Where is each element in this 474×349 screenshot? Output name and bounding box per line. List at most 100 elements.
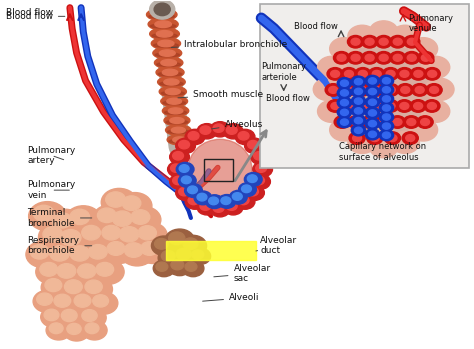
Circle shape — [383, 132, 391, 138]
Circle shape — [54, 294, 71, 307]
Circle shape — [428, 103, 437, 110]
Circle shape — [107, 242, 125, 255]
Circle shape — [150, 0, 175, 19]
Circle shape — [390, 116, 406, 128]
Circle shape — [60, 230, 81, 246]
Circle shape — [118, 193, 152, 219]
Ellipse shape — [156, 62, 181, 66]
Circle shape — [400, 103, 409, 110]
Ellipse shape — [161, 91, 184, 95]
Ellipse shape — [158, 76, 185, 88]
Circle shape — [245, 172, 262, 186]
Ellipse shape — [158, 40, 174, 47]
Circle shape — [165, 229, 194, 252]
Circle shape — [393, 38, 402, 45]
Circle shape — [337, 77, 352, 89]
Circle shape — [355, 68, 371, 80]
Circle shape — [337, 87, 352, 98]
Circle shape — [53, 260, 87, 287]
Circle shape — [365, 129, 380, 140]
Circle shape — [365, 54, 374, 61]
Circle shape — [348, 25, 376, 47]
Circle shape — [168, 258, 191, 276]
Circle shape — [365, 119, 374, 126]
Circle shape — [424, 68, 440, 80]
Circle shape — [401, 87, 410, 94]
Circle shape — [368, 84, 384, 96]
Circle shape — [183, 238, 198, 250]
Circle shape — [362, 36, 378, 48]
Circle shape — [351, 76, 365, 87]
Circle shape — [347, 52, 364, 64]
Circle shape — [171, 164, 182, 172]
Circle shape — [197, 193, 207, 201]
Circle shape — [341, 100, 357, 112]
Text: Pulmonary
artery: Pulmonary artery — [27, 146, 75, 165]
Circle shape — [221, 197, 231, 205]
Circle shape — [65, 206, 101, 233]
Circle shape — [358, 103, 367, 110]
Ellipse shape — [158, 72, 182, 76]
Circle shape — [368, 88, 376, 95]
Circle shape — [179, 187, 190, 196]
Circle shape — [338, 119, 346, 126]
Circle shape — [415, 87, 424, 94]
Circle shape — [206, 195, 223, 209]
Circle shape — [340, 99, 348, 106]
Circle shape — [414, 70, 423, 77]
Circle shape — [313, 78, 342, 101]
Circle shape — [52, 213, 72, 228]
Circle shape — [251, 149, 270, 165]
Circle shape — [351, 86, 365, 97]
Circle shape — [242, 185, 251, 193]
Circle shape — [58, 306, 86, 329]
Circle shape — [329, 87, 337, 94]
Circle shape — [368, 120, 376, 127]
Circle shape — [368, 110, 376, 116]
Circle shape — [379, 119, 388, 126]
Circle shape — [372, 70, 381, 77]
Circle shape — [200, 202, 211, 210]
Circle shape — [337, 97, 352, 108]
Circle shape — [330, 38, 358, 60]
Circle shape — [200, 126, 211, 134]
Circle shape — [247, 187, 258, 196]
Circle shape — [122, 196, 141, 210]
Circle shape — [89, 245, 107, 259]
Circle shape — [238, 183, 256, 196]
Circle shape — [85, 280, 102, 294]
Ellipse shape — [151, 38, 181, 49]
Circle shape — [158, 248, 183, 268]
Circle shape — [50, 291, 81, 315]
Circle shape — [365, 107, 380, 119]
Ellipse shape — [146, 8, 177, 21]
Circle shape — [372, 103, 381, 110]
Ellipse shape — [154, 43, 178, 47]
Circle shape — [154, 3, 170, 16]
Circle shape — [355, 127, 363, 133]
Circle shape — [357, 87, 366, 94]
Circle shape — [318, 56, 346, 79]
Ellipse shape — [159, 50, 175, 56]
Circle shape — [353, 135, 362, 142]
Ellipse shape — [163, 105, 189, 116]
Ellipse shape — [167, 134, 192, 145]
Circle shape — [379, 75, 393, 86]
Circle shape — [327, 68, 343, 80]
Circle shape — [328, 100, 344, 112]
Circle shape — [47, 209, 83, 237]
Ellipse shape — [164, 115, 190, 126]
Ellipse shape — [170, 118, 184, 124]
Circle shape — [390, 52, 406, 64]
Circle shape — [65, 242, 101, 270]
Ellipse shape — [149, 14, 175, 18]
Circle shape — [28, 202, 66, 231]
Circle shape — [156, 262, 168, 271]
Circle shape — [352, 119, 361, 126]
Circle shape — [184, 184, 202, 198]
Circle shape — [339, 84, 356, 96]
Circle shape — [40, 262, 57, 276]
Circle shape — [383, 100, 399, 112]
Circle shape — [379, 84, 393, 95]
Circle shape — [102, 225, 121, 240]
